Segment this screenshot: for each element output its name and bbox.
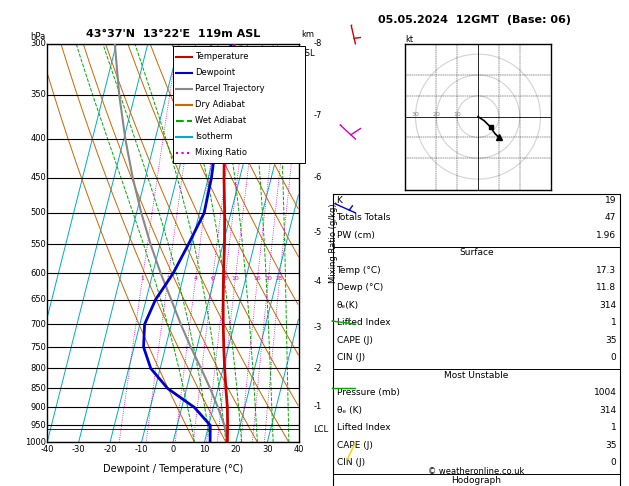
- Text: hPa: hPa: [31, 32, 46, 41]
- Text: 25: 25: [276, 276, 284, 281]
- Text: 6: 6: [211, 276, 214, 281]
- Text: -40: -40: [40, 445, 54, 454]
- Text: 1: 1: [611, 318, 616, 328]
- Text: CIN (J): CIN (J): [337, 353, 365, 363]
- Text: CAPE (J): CAPE (J): [337, 336, 372, 345]
- Text: -2: -2: [313, 364, 321, 373]
- Text: 750: 750: [30, 343, 46, 351]
- Text: Parcel Trajectory: Parcel Trajectory: [195, 84, 265, 93]
- Text: θₑ(K): θₑ(K): [337, 301, 359, 310]
- Text: 850: 850: [30, 384, 46, 393]
- Text: -10: -10: [135, 445, 148, 454]
- Text: 10: 10: [231, 276, 239, 281]
- Text: Hodograph: Hodograph: [452, 476, 501, 485]
- Text: Temp (°C): Temp (°C): [337, 266, 381, 275]
- Text: 47: 47: [605, 213, 616, 223]
- Text: -4: -4: [313, 278, 321, 286]
- Text: •: •: [338, 122, 342, 127]
- Text: -8: -8: [313, 39, 321, 48]
- Text: 500: 500: [30, 208, 46, 217]
- Text: 314: 314: [599, 406, 616, 415]
- Text: 400: 400: [30, 135, 46, 143]
- Text: 35: 35: [605, 336, 616, 345]
- Text: •: •: [333, 201, 337, 206]
- Text: Lifted Index: Lifted Index: [337, 318, 390, 328]
- Text: 20: 20: [433, 112, 440, 117]
- Text: 17.3: 17.3: [596, 266, 616, 275]
- Text: Totals Totals: Totals Totals: [337, 213, 391, 223]
- Text: 19: 19: [605, 196, 616, 205]
- Text: 40: 40: [294, 445, 304, 454]
- Text: -6: -6: [313, 174, 321, 182]
- Text: •: •: [330, 386, 333, 391]
- Text: 8: 8: [223, 276, 227, 281]
- Text: 314: 314: [599, 301, 616, 310]
- Text: PW (cm): PW (cm): [337, 231, 374, 240]
- Text: θₑ (K): θₑ (K): [337, 406, 362, 415]
- Text: -1: -1: [313, 402, 321, 411]
- Text: 20: 20: [231, 445, 241, 454]
- Text: K: K: [337, 196, 342, 205]
- Text: CIN (J): CIN (J): [337, 458, 365, 468]
- Text: 900: 900: [30, 403, 46, 412]
- Text: 1.96: 1.96: [596, 231, 616, 240]
- Text: 1: 1: [611, 423, 616, 433]
- Text: 1004: 1004: [594, 388, 616, 398]
- Text: 0: 0: [611, 458, 616, 468]
- Text: ASL: ASL: [301, 49, 316, 58]
- Text: 550: 550: [30, 240, 46, 249]
- Text: 1: 1: [140, 276, 145, 281]
- Text: CAPE (J): CAPE (J): [337, 441, 372, 450]
- Text: -5: -5: [313, 228, 321, 237]
- Text: LCL: LCL: [313, 425, 328, 434]
- Text: Dewpoint: Dewpoint: [195, 68, 235, 77]
- Text: -20: -20: [103, 445, 117, 454]
- Text: 16: 16: [253, 276, 261, 281]
- Text: Wet Adiabat: Wet Adiabat: [195, 116, 246, 125]
- Text: 800: 800: [30, 364, 46, 373]
- Text: Isotherm: Isotherm: [195, 132, 232, 141]
- Text: 300: 300: [30, 39, 46, 48]
- Text: 600: 600: [30, 269, 46, 278]
- Text: km: km: [302, 30, 314, 39]
- Text: 4: 4: [194, 276, 198, 281]
- Text: 0: 0: [170, 445, 175, 454]
- Text: 20: 20: [264, 276, 272, 281]
- Text: Mixing Ratio (g/kg): Mixing Ratio (g/kg): [329, 203, 338, 283]
- Text: 43°37'N  13°22'E  119m ASL: 43°37'N 13°22'E 119m ASL: [86, 29, 260, 39]
- Text: 350: 350: [30, 90, 46, 99]
- Text: kt: kt: [405, 35, 413, 44]
- Text: Dry Adiabat: Dry Adiabat: [195, 100, 245, 109]
- Text: Dewpoint / Temperature (°C): Dewpoint / Temperature (°C): [103, 464, 243, 474]
- Text: © weatheronline.co.uk: © weatheronline.co.uk: [428, 467, 525, 476]
- Text: Pressure (mb): Pressure (mb): [337, 388, 399, 398]
- Text: -3: -3: [313, 323, 321, 331]
- Text: 10: 10: [199, 445, 209, 454]
- Text: •: •: [330, 318, 334, 324]
- Text: 35: 35: [605, 441, 616, 450]
- Text: 30: 30: [262, 445, 272, 454]
- Text: Mixing Ratio: Mixing Ratio: [195, 148, 247, 157]
- Text: 950: 950: [30, 421, 46, 430]
- Text: Surface: Surface: [459, 248, 494, 258]
- Text: 700: 700: [30, 320, 46, 329]
- Text: Dewp (°C): Dewp (°C): [337, 283, 383, 293]
- Text: 450: 450: [30, 174, 46, 182]
- Text: 11.8: 11.8: [596, 283, 616, 293]
- Text: 2: 2: [166, 276, 170, 281]
- Text: 1000: 1000: [25, 438, 46, 447]
- Text: 650: 650: [30, 295, 46, 304]
- Text: Lifted Index: Lifted Index: [337, 423, 390, 433]
- Text: 30: 30: [411, 112, 420, 117]
- Text: 0: 0: [611, 353, 616, 363]
- Text: Temperature: Temperature: [195, 52, 248, 61]
- Text: 10: 10: [454, 112, 461, 117]
- Text: 05.05.2024  12GMT  (Base: 06): 05.05.2024 12GMT (Base: 06): [379, 15, 571, 25]
- Text: -7: -7: [313, 111, 321, 121]
- Text: •: •: [350, 23, 353, 28]
- Text: -30: -30: [72, 445, 86, 454]
- Text: Most Unstable: Most Unstable: [444, 371, 509, 380]
- Text: •: •: [345, 457, 349, 462]
